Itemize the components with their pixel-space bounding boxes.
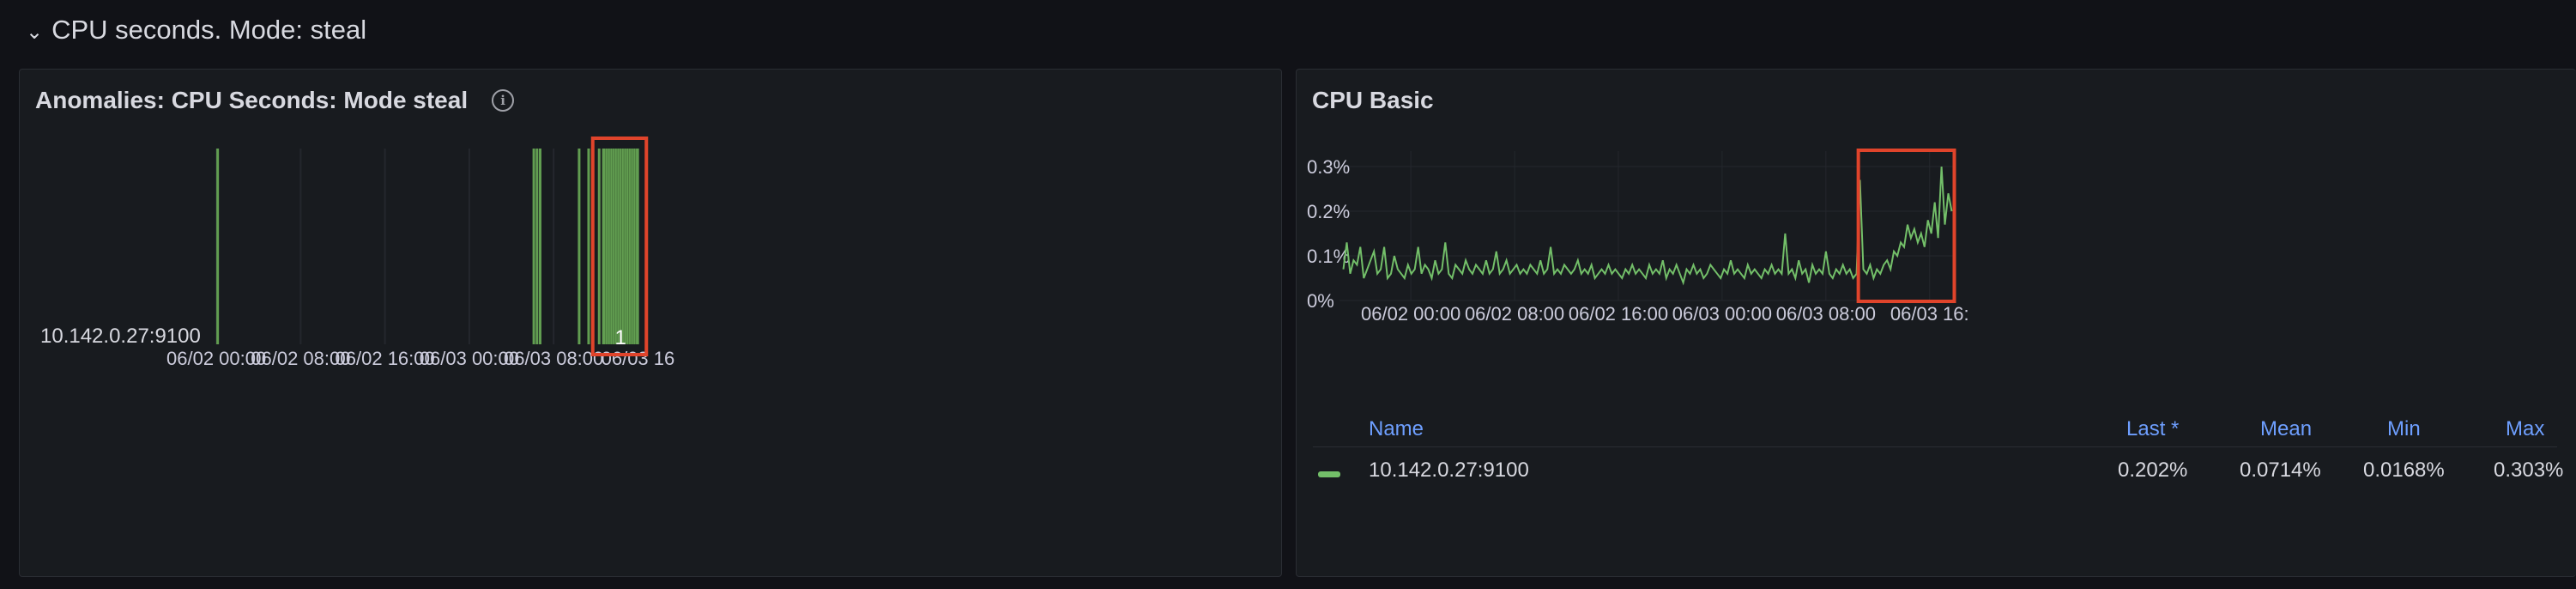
x-tick-label: 06/03 08:00 [1776, 303, 1876, 325]
legend-header-min[interactable]: Min [2387, 417, 2421, 440]
x-tick-label: 06/02 08:00 [1465, 303, 1564, 325]
panel-header: Anomalies: CPU Seconds: Mode steal i [35, 87, 515, 114]
x-tick-label: 06/03 08:00 [504, 348, 603, 369]
value-label: 1 [614, 326, 626, 349]
line-chart: 0.3%0.2%0.1%0% 06/02 00:00 06/02 08:00 06/… [1307, 149, 1969, 325]
panel-title: Anomalies: CPU Seconds: Mode steal [35, 87, 469, 113]
x-tick-label: 06/02 16:00 [1569, 303, 1668, 325]
highlight-box [1856, 149, 1956, 303]
legend-max-value: 0.303% [2494, 458, 2564, 482]
y-tick-label: 0.2% [1307, 201, 1350, 222]
legend-header-mean[interactable]: Mean [2260, 417, 2313, 440]
y-tick-label: 0.3% [1307, 156, 1350, 178]
anomaly-mark [216, 149, 220, 344]
x-tick-label: 06/03 16 [602, 348, 675, 369]
highlight-box [590, 137, 649, 356]
legend-series-color [1318, 471, 1340, 477]
x-tick-label: 06/03 00:00 [1672, 303, 1772, 325]
legend-header-last[interactable]: Last * [2126, 417, 2180, 440]
x-tick-label: 06/03 00:00 [420, 348, 519, 369]
x-tick-label: 06/02 16:00 [336, 348, 435, 369]
legend-last-value: 0.202% [2118, 458, 2188, 482]
y-tick-label: 0.1% [1307, 246, 1350, 267]
chevron-down-icon[interactable]: ⌄ [26, 20, 44, 44]
series-line [1342, 166, 1953, 286]
anomaly-mark [597, 149, 601, 344]
anomaly-mark [587, 149, 590, 344]
x-tick-label: 06/02 00:00 [166, 348, 266, 369]
legend-series-name[interactable]: 10.142.0.27:9100 [1369, 458, 1529, 482]
anomaly-mark [577, 149, 581, 344]
legend-header-name[interactable]: Name [1369, 417, 1424, 440]
cpu-basic-panel[interactable]: CPU Basic 0.3% 0.2% 0.1% 0% 06/02 00:00 06/0… [1296, 69, 2576, 577]
panel-title: CPU Basic [1312, 87, 1434, 113]
panel-header: CPU Basic [1312, 87, 1434, 114]
x-tick-label: 06/02 08:00 [251, 348, 350, 369]
anomalies-panel[interactable]: Anomalies: CPU Seconds: Mode steal i 10.… [19, 69, 1282, 577]
legend-mean-value: 0.0714% [2240, 458, 2321, 482]
row-title: CPU seconds. Mode: steal [51, 15, 367, 45]
y-tick-label: 0% [1307, 290, 1334, 312]
legend-min-value: 0.0168% [2363, 458, 2445, 482]
x-tick-label: 06/02 00:00 [1361, 303, 1460, 325]
anomaly-mark [538, 149, 541, 344]
x-tick-label: 06/03 16: [1890, 303, 1969, 325]
anomaly-mark [535, 149, 539, 344]
row-header[interactable]: ⌄ CPU seconds. Mode: steal [26, 12, 366, 48]
legend-divider [1313, 446, 2557, 447]
info-icon[interactable]: i [492, 89, 515, 112]
series-label: 10.142.0.27:9100 [40, 325, 201, 348]
legend-header-max[interactable]: Max [2506, 417, 2545, 440]
anomaly-mark [532, 149, 535, 344]
